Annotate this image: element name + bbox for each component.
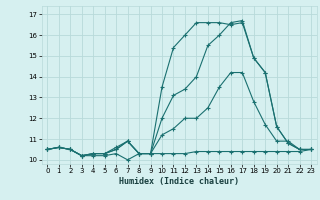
X-axis label: Humidex (Indice chaleur): Humidex (Indice chaleur) bbox=[119, 177, 239, 186]
